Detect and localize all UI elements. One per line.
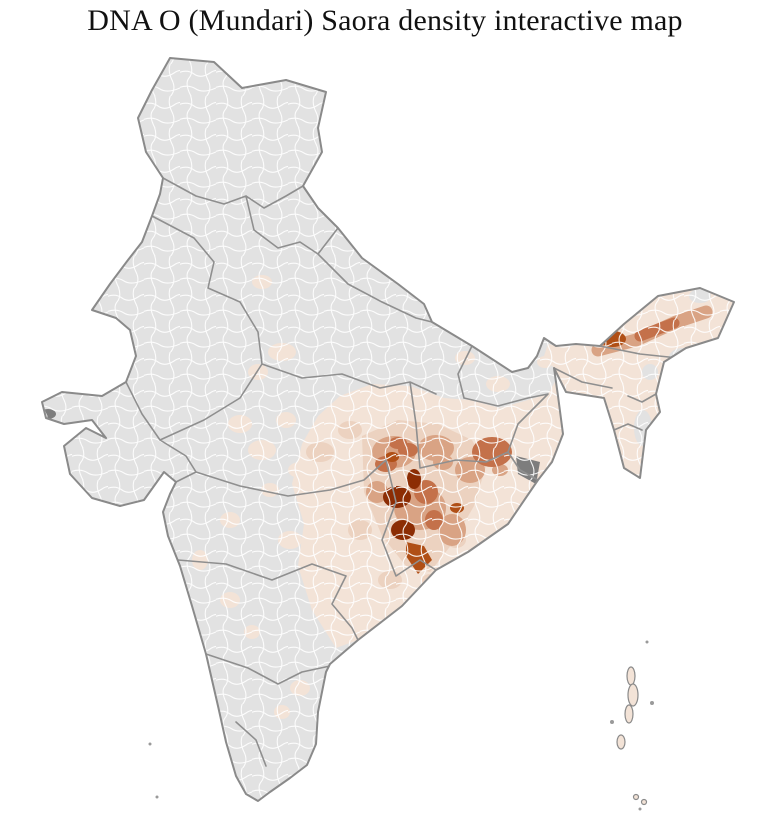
- andaman-nicobar-islands[interactable]: [610, 640, 654, 811]
- country-outline: [41, 57, 735, 802]
- page-title: DNA O (Mundari) Saora density interactiv…: [87, 4, 683, 37]
- district-borders-mesh: [42, 58, 734, 801]
- lakshadweep-islands[interactable]: [148, 742, 159, 799]
- state-borders: [125, 177, 679, 767]
